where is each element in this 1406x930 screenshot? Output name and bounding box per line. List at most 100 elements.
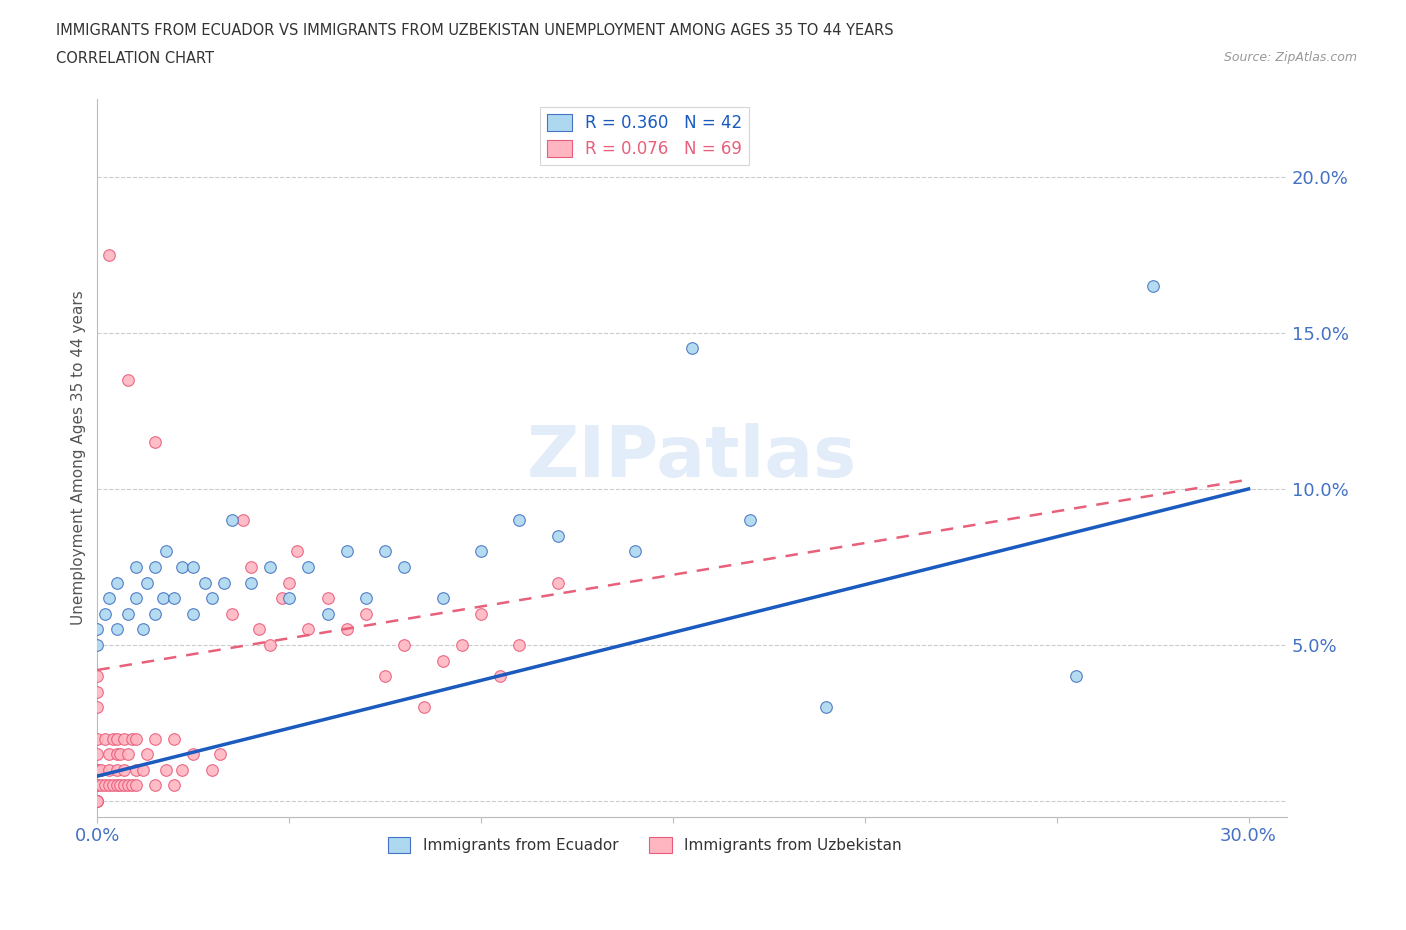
Point	[94, 778, 117, 793]
Point	[86, 622, 108, 637]
Point	[132, 763, 155, 777]
Point	[136, 575, 159, 590]
Point	[117, 778, 139, 793]
Text: CORRELATION CHART: CORRELATION CHART	[56, 51, 214, 66]
Text: ZIPatlas: ZIPatlas	[527, 423, 858, 492]
Point	[125, 763, 148, 777]
Point	[110, 778, 132, 793]
Point	[101, 731, 124, 746]
Point	[278, 575, 301, 590]
Point	[94, 731, 117, 746]
Point	[125, 778, 148, 793]
Legend: Immigrants from Ecuador, Immigrants from Uzbekistan: Immigrants from Ecuador, Immigrants from…	[381, 831, 908, 859]
Point	[1064, 669, 1087, 684]
Point	[181, 747, 204, 762]
Point	[105, 622, 128, 637]
Point	[112, 731, 135, 746]
Point	[112, 763, 135, 777]
Point	[623, 544, 645, 559]
Point	[239, 560, 262, 575]
Point	[163, 731, 186, 746]
Point	[117, 372, 139, 387]
Point	[86, 669, 108, 684]
Point	[86, 778, 108, 793]
Point	[547, 575, 569, 590]
Point	[163, 778, 186, 793]
Point	[143, 560, 166, 575]
Point	[1142, 279, 1164, 294]
Point	[121, 731, 143, 746]
Point	[152, 591, 174, 605]
Point	[221, 512, 243, 527]
Point	[117, 747, 139, 762]
Point	[86, 793, 108, 808]
Point	[181, 606, 204, 621]
Point	[112, 778, 135, 793]
Point	[489, 669, 512, 684]
Point	[412, 700, 434, 715]
Point	[97, 591, 120, 605]
Point	[336, 622, 359, 637]
Point	[738, 512, 761, 527]
Point	[170, 560, 193, 575]
Point	[316, 606, 339, 621]
Y-axis label: Unemployment Among Ages 35 to 44 years: Unemployment Among Ages 35 to 44 years	[72, 290, 86, 625]
Point	[297, 622, 319, 637]
Text: Source: ZipAtlas.com: Source: ZipAtlas.com	[1223, 51, 1357, 64]
Point	[110, 747, 132, 762]
Point	[143, 778, 166, 793]
Point	[815, 700, 838, 715]
Point	[155, 544, 177, 559]
Point	[201, 591, 224, 605]
Point	[143, 434, 166, 449]
Point	[209, 747, 232, 762]
Point	[105, 747, 128, 762]
Point	[432, 591, 454, 605]
Point	[374, 544, 396, 559]
Point	[86, 731, 108, 746]
Point	[170, 763, 193, 777]
Point	[470, 606, 492, 621]
Point	[121, 778, 143, 793]
Point	[90, 763, 112, 777]
Text: IMMIGRANTS FROM ECUADOR VS IMMIGRANTS FROM UZBEKISTAN UNEMPLOYMENT AMONG AGES 35: IMMIGRANTS FROM ECUADOR VS IMMIGRANTS FR…	[56, 23, 894, 38]
Point	[97, 247, 120, 262]
Point	[86, 638, 108, 653]
Point	[97, 747, 120, 762]
Point	[86, 763, 108, 777]
Point	[354, 606, 377, 621]
Point	[181, 560, 204, 575]
Point	[117, 606, 139, 621]
Point	[547, 528, 569, 543]
Point	[105, 778, 128, 793]
Point	[259, 638, 281, 653]
Point	[508, 638, 530, 653]
Point	[136, 747, 159, 762]
Point	[354, 591, 377, 605]
Point	[86, 700, 108, 715]
Point	[125, 560, 148, 575]
Point	[86, 793, 108, 808]
Point	[94, 606, 117, 621]
Point	[212, 575, 235, 590]
Point	[394, 560, 416, 575]
Point	[105, 731, 128, 746]
Point	[336, 544, 359, 559]
Point	[221, 606, 243, 621]
Point	[470, 544, 492, 559]
Point	[86, 793, 108, 808]
Point	[270, 591, 292, 605]
Point	[297, 560, 319, 575]
Point	[285, 544, 308, 559]
Point	[163, 591, 186, 605]
Point	[155, 763, 177, 777]
Point	[278, 591, 301, 605]
Point	[86, 747, 108, 762]
Point	[259, 560, 281, 575]
Point	[90, 778, 112, 793]
Point	[239, 575, 262, 590]
Point	[201, 763, 224, 777]
Point	[105, 763, 128, 777]
Point	[316, 591, 339, 605]
Point	[143, 731, 166, 746]
